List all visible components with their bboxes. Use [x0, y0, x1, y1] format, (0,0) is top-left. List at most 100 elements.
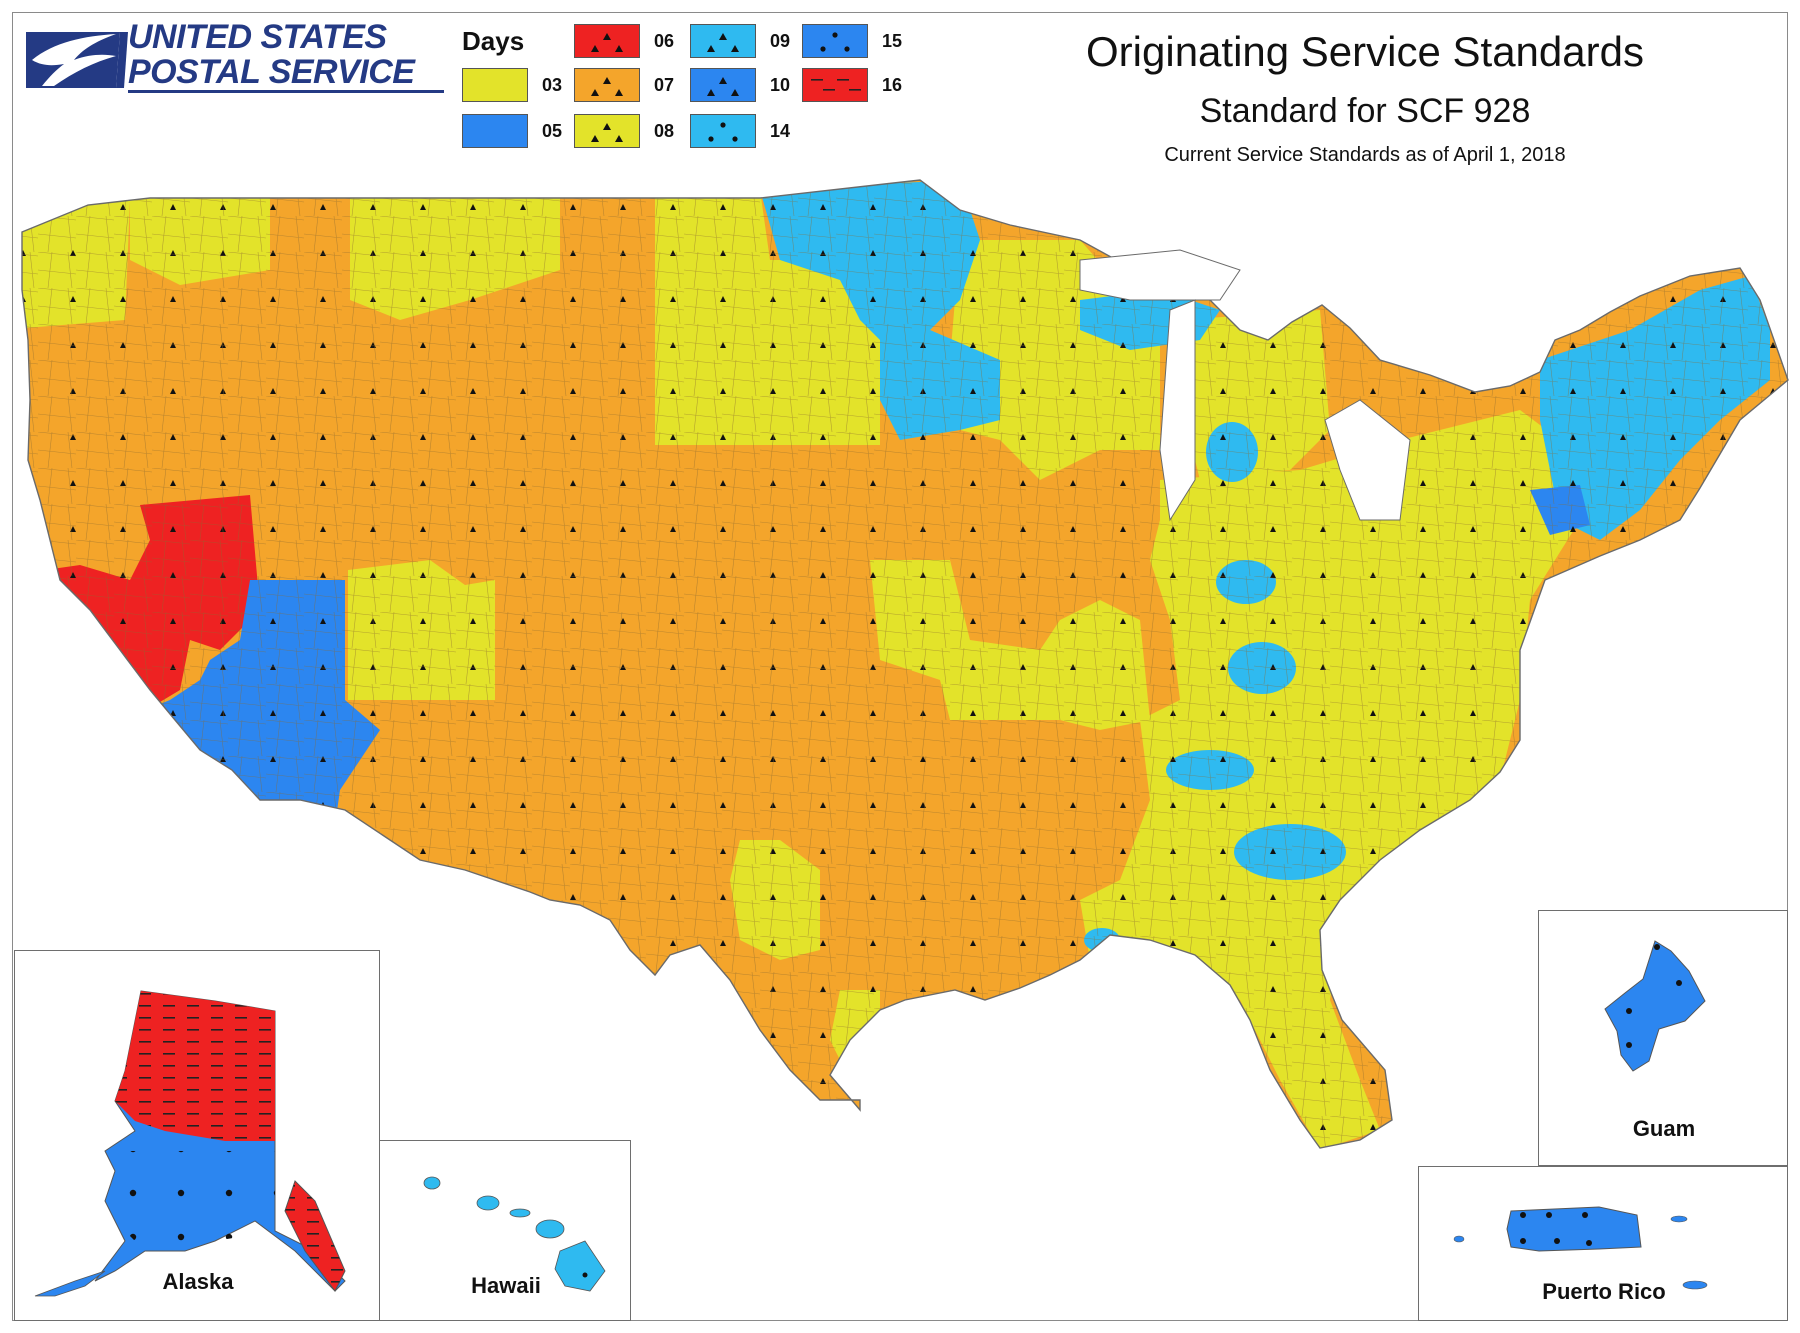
logo-line2: POSTAL SERVICE [128, 53, 415, 91]
puerto-rico-inset: Puerto Rico [1418, 1166, 1788, 1321]
legend-label: 15 [882, 31, 903, 51]
map-title: Originating Service Standards [1086, 28, 1644, 75]
mona-island [1453, 1235, 1465, 1243]
triangle-marker [615, 89, 623, 96]
legend-swatch-pattern [591, 123, 623, 142]
legend-swatch [462, 68, 528, 102]
logo-underline [128, 90, 444, 93]
puerto-rico-label: Puerto Rico [1542, 1279, 1666, 1304]
alaska-panhandle-dashes [285, 1181, 345, 1291]
lake-huron-erie [1324, 399, 1411, 521]
triangle-marker [603, 33, 611, 40]
guam-dot [1626, 1042, 1632, 1048]
guam-label: Guam [1632, 1116, 1696, 1141]
island-kauai [423, 1176, 441, 1190]
triangle-marker [731, 89, 739, 96]
legend-swatch-pattern [591, 77, 623, 96]
guam-dot [1654, 944, 1660, 950]
guam-inset: Guam [1538, 910, 1788, 1166]
pr-dot [1582, 1212, 1588, 1218]
hawaii-dot [582, 1272, 588, 1278]
legend-swatch-pattern [591, 33, 623, 52]
legend-label: 10 [770, 75, 791, 95]
date-line: Current Service Standards as of April 1,… [1164, 144, 1566, 166]
legend-label: 07 [654, 75, 675, 95]
lake-superior [1079, 249, 1241, 301]
great-lakes [1079, 249, 1411, 522]
dot-marker [820, 46, 826, 52]
island-hawaii [554, 1240, 606, 1292]
triangle-marker [707, 45, 715, 52]
hawaii-label: Hawaii [471, 1273, 541, 1298]
dash-marker [849, 89, 861, 91]
dash-marker [823, 89, 835, 91]
legend-swatch-pattern [707, 33, 739, 52]
hawaii-map [423, 1176, 606, 1292]
hawaii-inset: Hawaii [379, 1140, 631, 1321]
triangle-marker [719, 77, 727, 84]
legend-label: 03 [542, 75, 563, 95]
legend-swatch-pattern [708, 122, 738, 142]
legend: Days 03 05 06 07 08 09 10 14 15 16 [458, 22, 918, 152]
legend-swatch [690, 114, 756, 148]
dash-marker [811, 79, 823, 81]
pr-dot [1520, 1238, 1526, 1244]
legend-swatch [462, 114, 528, 148]
legend-swatch-pattern [707, 77, 739, 96]
aleutian-islands [34, 1270, 106, 1297]
puerto-rico-island [1506, 1206, 1642, 1252]
legend-swatch-pattern [811, 79, 861, 91]
triangle-marker [591, 89, 599, 96]
pr-dot [1586, 1240, 1592, 1246]
legend-label: 05 [542, 121, 563, 141]
legend-title: Days [462, 26, 525, 56]
triangle-marker [719, 33, 727, 40]
usps-eagle-icon [26, 32, 128, 88]
st-croix [1682, 1280, 1708, 1290]
legend-swatch [802, 24, 868, 58]
legend-swatch [802, 68, 868, 102]
dot-marker [832, 32, 838, 38]
pr-dot [1546, 1212, 1552, 1218]
legend-label: 08 [654, 121, 675, 141]
triangle-marker [731, 45, 739, 52]
legend-swatch [690, 24, 756, 58]
alaska-dot-pattern [115, 1151, 275, 1251]
triangle-marker [615, 135, 623, 142]
legend-label: 06 [654, 31, 675, 51]
triangle-marker [591, 45, 599, 52]
dash-marker [837, 79, 849, 81]
figure-border [12, 12, 1788, 1321]
dot-marker [844, 46, 850, 52]
triangle-marker [603, 123, 611, 130]
island-molokai [509, 1208, 531, 1218]
dot-marker [720, 122, 726, 128]
puerto-rico-map [1453, 1206, 1708, 1290]
alaska-map [34, 990, 346, 1297]
legend-swatch [574, 114, 640, 148]
triangle-marker [615, 45, 623, 52]
alaska-dash-pattern [115, 991, 275, 1141]
triangle-marker [707, 89, 715, 96]
guam-island [1604, 940, 1706, 1072]
pr-dot [1554, 1238, 1560, 1244]
lake-michigan [1159, 299, 1196, 522]
map-subtitle: Standard for SCF 928 [1199, 92, 1531, 130]
vieques [1670, 1215, 1688, 1223]
guam-dot [1676, 980, 1682, 986]
legend-label: 09 [770, 31, 791, 51]
usps-logo: UNITED STATES POSTAL SERVICE [24, 20, 444, 93]
logo-text: UNITED STATES POSTAL SERVICE [128, 20, 415, 91]
dot-marker [732, 136, 738, 142]
legend-swatch-pattern [820, 32, 850, 52]
guam-map [1604, 940, 1706, 1072]
alaska-label: Alaska [162, 1269, 234, 1294]
legend-label: 16 [882, 75, 903, 95]
legend-swatch [574, 68, 640, 102]
legend-label: 14 [770, 121, 791, 141]
dot-marker [708, 136, 714, 142]
legend-swatch [574, 24, 640, 58]
guam-dot [1626, 1008, 1632, 1014]
triangle-marker [591, 135, 599, 142]
